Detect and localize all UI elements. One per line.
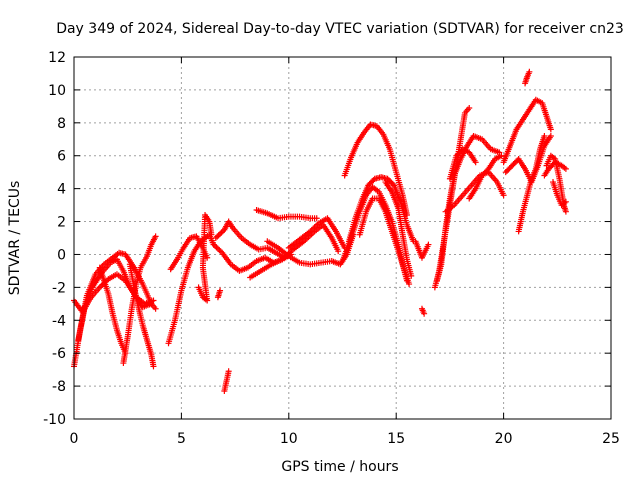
series-s21 — [412, 238, 432, 261]
data-point — [313, 215, 320, 222]
series-s36 — [221, 368, 232, 395]
data-point — [216, 247, 223, 254]
data-point — [498, 152, 505, 159]
data-point — [408, 272, 415, 279]
data-point — [541, 132, 548, 139]
y-axis-ticks: -10 -8 -6 -4 -2 0 2 4 6 8 10 12 — [43, 50, 611, 428]
y-tick-label: 2 — [57, 215, 66, 231]
y-tick-label: 0 — [57, 247, 66, 263]
x-tick-label: 15 — [387, 431, 405, 447]
series-s7 — [165, 231, 217, 347]
y-tick-label: 4 — [57, 182, 66, 198]
series-s23 — [431, 105, 473, 291]
x-tick-label: 0 — [70, 431, 79, 447]
data-point — [500, 192, 507, 199]
data-point — [218, 229, 225, 236]
series-s11 — [212, 218, 288, 261]
data-point — [214, 233, 221, 240]
data-point — [547, 126, 554, 133]
chart-title: Day 349 of 2024, Sidereal Day-to-day VTE… — [56, 21, 624, 37]
data-point — [150, 363, 157, 370]
data-point — [335, 248, 342, 255]
series-s12 — [247, 221, 342, 281]
series-s3 — [75, 256, 157, 344]
series-s30 — [515, 132, 548, 235]
y-axis-label: SDTVAR / TECUs — [7, 181, 23, 296]
data-point — [217, 287, 224, 294]
series-s6 — [96, 264, 129, 357]
series-s28 — [500, 96, 554, 166]
x-axis-ticks: 0 5 10 15 20 25 — [70, 57, 620, 447]
series-s35 — [214, 287, 224, 301]
y-tick-label: 12 — [48, 50, 66, 66]
series-s25 — [446, 146, 479, 182]
data-point — [225, 368, 232, 375]
y-tick-label: 8 — [57, 116, 66, 132]
data-point — [150, 297, 157, 304]
data-point — [547, 132, 554, 139]
data-point — [122, 350, 129, 357]
x-tick-label: 5 — [177, 431, 186, 447]
x-tick-label: 25 — [602, 431, 620, 447]
data-point — [421, 310, 428, 317]
y-tick-label: -4 — [52, 313, 66, 329]
x-tick-label: 20 — [495, 431, 513, 447]
series-s19 — [356, 195, 413, 288]
y-tick-label: -6 — [52, 346, 66, 362]
data-point — [562, 198, 569, 205]
data-point — [208, 231, 215, 238]
data-point — [562, 208, 569, 215]
data-series — [71, 68, 569, 395]
data-point — [217, 230, 224, 237]
series-s9 — [195, 211, 215, 304]
series-s22 — [418, 305, 428, 317]
series-s34 — [550, 179, 569, 209]
y-tick-label: 6 — [57, 149, 66, 165]
data-point — [526, 68, 533, 75]
series-s31 — [522, 68, 533, 87]
data-point — [152, 233, 159, 240]
y-tick-label: -10 — [43, 412, 66, 428]
data-point — [213, 244, 220, 251]
y-tick-label: 10 — [48, 83, 66, 99]
data-point — [472, 159, 479, 166]
plot-frame — [73, 56, 612, 420]
series-s14 — [253, 207, 320, 222]
series-s20 — [382, 179, 415, 279]
series-s5 — [126, 261, 157, 370]
data-point — [466, 105, 473, 112]
series-s13 — [264, 231, 357, 268]
y-tick-label: -8 — [52, 379, 66, 395]
series-s27 — [466, 152, 505, 202]
data-point — [406, 281, 413, 288]
series-s24 — [434, 132, 503, 284]
data-point — [204, 254, 211, 261]
data-point — [214, 245, 221, 252]
data-point — [310, 225, 317, 232]
data-point — [152, 305, 159, 312]
data-point — [425, 241, 432, 248]
data-point — [215, 232, 222, 239]
series-s33 — [541, 159, 569, 179]
y-tick-label: -2 — [52, 280, 66, 296]
data-point — [562, 165, 569, 172]
series-s29 — [502, 132, 554, 186]
data-point — [389, 181, 396, 188]
x-axis-label: GPS time / hours — [281, 459, 398, 475]
x-tick-label: 10 — [280, 431, 298, 447]
series-s15 — [285, 215, 348, 251]
